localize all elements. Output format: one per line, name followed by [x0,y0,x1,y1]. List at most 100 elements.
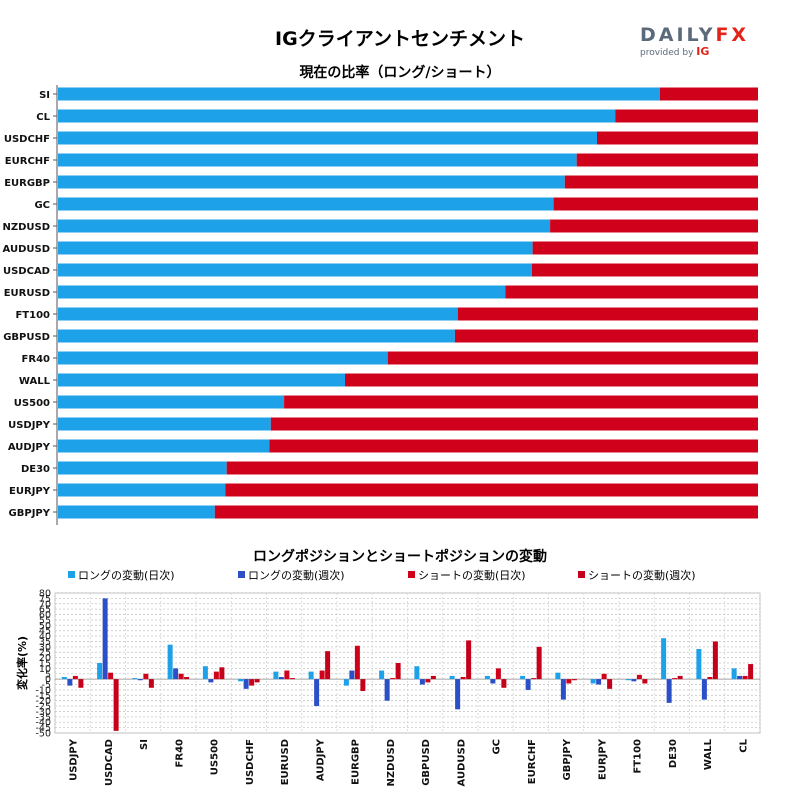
change-bar [289,678,295,680]
x-category-label: FT100 [633,739,644,774]
change-bar [354,645,360,680]
ratio-category-label: CL [36,112,50,123]
change-bar [325,651,331,680]
change-bar [208,679,214,683]
ratio-short-bar [615,109,758,123]
ratio-category-label: GC [34,200,50,211]
change-bar [430,675,436,680]
x-category-label: AUDUSD [456,739,467,786]
y-tick-label: -20 [35,696,51,707]
legend-swatch [408,571,415,578]
ratio-category-label: USDCAD [3,266,50,277]
y-tick-label: 10 [39,664,51,675]
ratio-category-label: EURCHF [5,156,50,167]
change-bar [607,679,613,689]
ratio-category-label: AUDUSD [3,244,50,255]
ratio-long-bar [58,263,532,277]
change-bar [243,679,249,689]
ratio-category-label: WALL [19,376,51,387]
change-bar [748,664,754,680]
change-bar [520,675,526,680]
change-bar [132,678,138,680]
ratio-short-bar [345,373,758,387]
legend-label: ロングの変動(日次) [78,568,175,582]
x-category-label: DE30 [668,739,679,768]
change-bar [395,663,401,680]
change-bar [137,679,143,681]
y-tick-label: -45 [35,723,51,734]
change-bar [731,668,737,680]
change-bar [202,666,208,680]
x-category-label: USDCHF [245,739,256,785]
ratio-long-bar [58,131,597,145]
x-category-label: AUDJPY [315,738,326,781]
y-tick-label: 5 [45,669,51,680]
y-tick-label: 35 [39,637,51,648]
x-category-label: USDCAD [104,739,115,786]
x-category-label: GBPJPY [562,738,573,780]
change-bar [455,679,461,710]
y-tick-label: 60 [39,610,51,621]
x-category-label: NZDUSD [386,739,397,787]
change-bar [414,666,420,680]
ratio-category-label: EURGBP [4,178,50,189]
ratio-long-bar [58,153,577,167]
change-bar [254,679,260,683]
change-bar [672,678,678,680]
change-bar [742,675,748,680]
ratio-long-bar [58,219,551,233]
change-bar [314,679,320,707]
change-bar [631,679,637,682]
ratio-short-bar [531,263,758,277]
change-bar [419,679,425,685]
y-tick-label: -40 [35,718,51,729]
change-bar [390,678,396,680]
change-bar [560,679,566,700]
change-bar [360,679,366,691]
change-bar [590,679,596,684]
y-tick-label: 50 [39,621,51,632]
ratio-category-label: EURJPY [9,486,51,497]
change-bar [642,679,648,684]
change-bar [108,672,114,680]
change-bar [343,679,349,686]
ratio-long-bar [58,241,533,255]
y-tick-label: 70 [39,599,51,610]
y-tick-label: 45 [39,626,51,637]
change-bar [712,641,718,680]
ratio-short-bar [457,307,758,321]
change-bar [555,672,561,680]
change-bar [184,677,190,680]
change-bar [219,667,225,680]
x-category-label: FR40 [174,739,185,767]
ratio-category-label: FR40 [22,354,50,365]
y-tick-label: -35 [35,712,51,723]
ratio-short-bar [226,461,758,475]
x-category-label: EURUSD [280,739,291,785]
ratio-category-label: AUDJPY [8,442,51,453]
legend-label: ロングの変動(週次) [248,568,345,582]
ratio-long-bar [58,505,215,519]
logo-subtitle: provided by IG [640,45,710,58]
change-bar [525,679,531,690]
x-category-label: GBPUSD [421,739,432,786]
ratio-chart-title: 現在の比率（ロング/ショート） [299,64,500,81]
legend-swatch [578,571,585,578]
change-bar [67,679,73,686]
ratio-long-bar [58,417,271,431]
change-bar [601,673,607,680]
ratio-short-bar [387,351,758,365]
x-category-label: US500 [210,739,221,775]
y-tick-label: -15 [35,691,51,702]
change-bar [636,674,642,680]
y-tick-label: 30 [39,642,51,653]
ratio-short-bar [576,153,758,167]
ratio-category-label: NZDUSD [2,222,50,233]
change-bar [661,638,667,680]
y-tick-label: 0 [45,675,51,686]
change-bar [425,679,431,683]
change-bar [78,679,84,688]
change-bar [113,679,119,731]
ratio-short-bar [270,417,758,431]
y-tick-label: -30 [35,707,51,718]
